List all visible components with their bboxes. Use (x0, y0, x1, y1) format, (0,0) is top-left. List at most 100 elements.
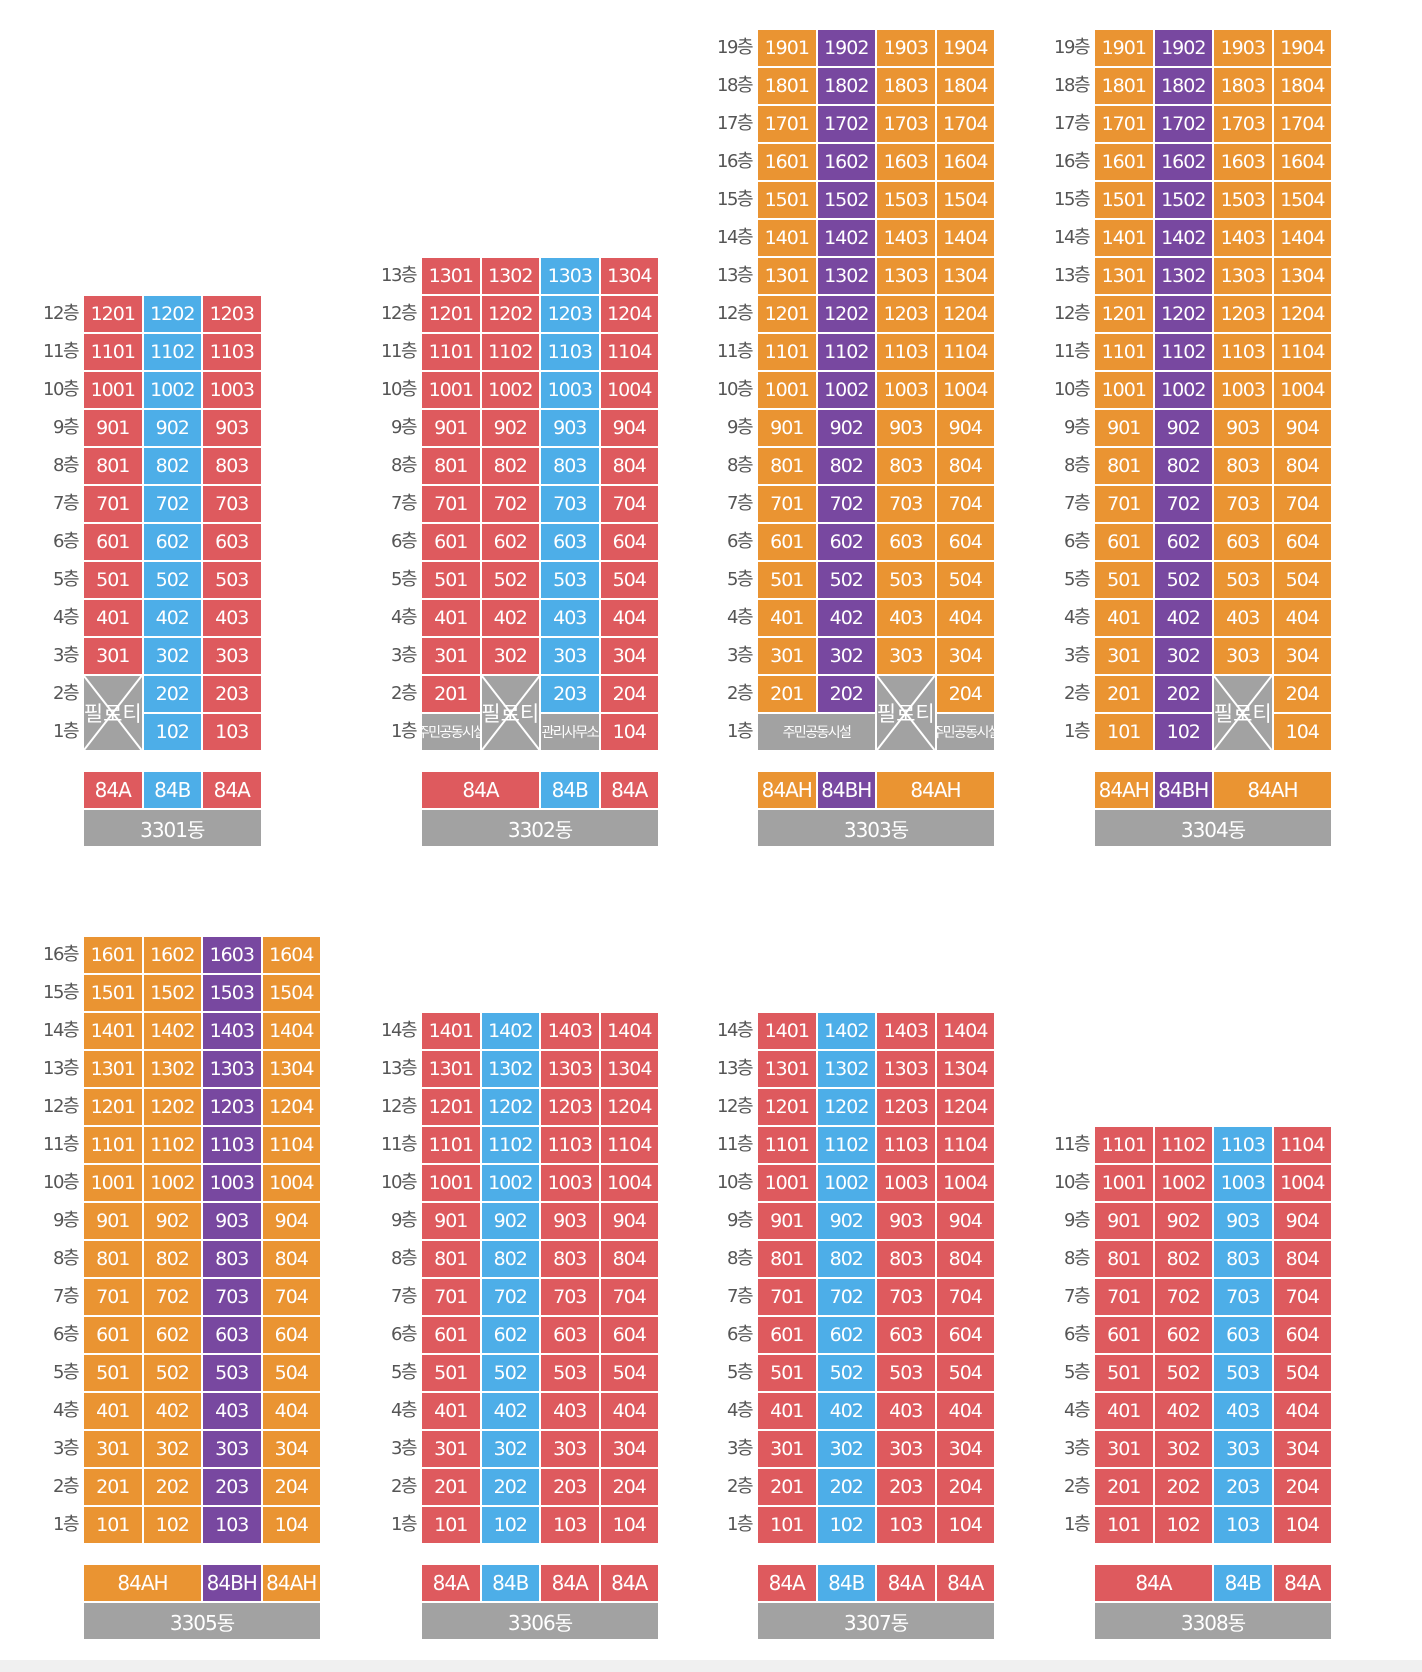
unit-cell[interactable]: 704 (1273, 1279, 1333, 1317)
unit-cell[interactable]: 802 (1154, 448, 1214, 486)
unit-cell[interactable]: 301 (84, 1431, 144, 1469)
unit-cell[interactable]: 102 (1154, 714, 1214, 752)
unit-cell[interactable]: 1401 (84, 1013, 144, 1051)
unit-cell[interactable]: 1603 (203, 937, 263, 975)
unit-cell[interactable]: 503 (1214, 1355, 1274, 1393)
unit-cell[interactable]: 504 (1273, 562, 1333, 600)
unit-cell[interactable]: 401 (1095, 1393, 1155, 1431)
unit-cell[interactable]: 802 (143, 1241, 203, 1279)
unit-cell[interactable]: 502 (817, 1355, 877, 1393)
unit-cell[interactable]: 801 (84, 448, 144, 486)
unit-cell[interactable]: 104 (936, 1507, 996, 1545)
unit-cell[interactable]: 501 (1095, 562, 1155, 600)
unit-cell[interactable]: 803 (203, 448, 263, 486)
unit-cell[interactable]: 804 (600, 448, 660, 486)
unit-cell[interactable]: 304 (1273, 1431, 1333, 1469)
unit-cell[interactable]: 603 (203, 524, 263, 562)
unit-cell[interactable]: 901 (758, 1203, 818, 1241)
unit-cell[interactable]: 1403 (203, 1013, 263, 1051)
unit-cell[interactable]: 1301 (758, 258, 818, 296)
unit-cell[interactable]: 702 (817, 1279, 877, 1317)
unit-cell[interactable]: 304 (1273, 638, 1333, 676)
unit-cell[interactable]: 602 (143, 524, 203, 562)
unit-cell[interactable]: 1304 (1273, 258, 1333, 296)
unit-cell[interactable]: 301 (422, 638, 482, 676)
unit-cell[interactable]: 704 (936, 486, 996, 524)
unit-cell[interactable]: 1003 (541, 1165, 601, 1203)
unit-cell[interactable]: 1701 (1095, 106, 1155, 144)
unit-cell[interactable]: 1802 (1154, 68, 1214, 106)
unit-cell[interactable]: 402 (1154, 1393, 1214, 1431)
unit-cell[interactable]: 204 (1273, 1469, 1333, 1507)
unit-cell[interactable]: 1203 (203, 296, 263, 334)
unit-cell[interactable]: 1303 (1214, 258, 1274, 296)
unit-cell[interactable]: 903 (541, 410, 601, 448)
unit-cell[interactable]: 302 (1154, 638, 1214, 676)
unit-cell[interactable]: 802 (817, 448, 877, 486)
unit-cell[interactable]: 1204 (600, 296, 660, 334)
unit-cell[interactable]: 204 (936, 1469, 996, 1507)
unit-cell[interactable]: 1201 (422, 1089, 482, 1127)
unit-cell[interactable]: 1303 (877, 258, 937, 296)
unit-cell[interactable]: 904 (936, 410, 996, 448)
unit-cell[interactable]: 403 (203, 1393, 263, 1431)
unit-cell[interactable]: 1202 (817, 296, 877, 334)
unit-cell[interactable]: 304 (936, 1431, 996, 1469)
unit-cell[interactable]: 602 (817, 1317, 877, 1355)
unit-cell[interactable]: 303 (877, 638, 937, 676)
unit-cell[interactable]: 1604 (936, 144, 996, 182)
unit-cell[interactable]: 101 (1095, 1507, 1155, 1545)
unit-cell[interactable]: 1102 (817, 334, 877, 372)
unit-cell[interactable]: 701 (1095, 486, 1155, 524)
unit-cell[interactable]: 1002 (143, 372, 203, 410)
unit-cell[interactable]: 503 (541, 562, 601, 600)
unit-cell[interactable]: 1002 (1154, 372, 1214, 410)
unit-cell[interactable]: 403 (1214, 1393, 1274, 1431)
unit-cell[interactable]: 1202 (1154, 296, 1214, 334)
unit-cell[interactable]: 1604 (262, 937, 322, 975)
unit-cell[interactable]: 502 (1154, 562, 1214, 600)
unit-cell[interactable]: 1204 (936, 1089, 996, 1127)
unit-cell[interactable]: 703 (877, 486, 937, 524)
unit-cell[interactable]: 901 (1095, 410, 1155, 448)
unit-cell[interactable]: 401 (758, 1393, 818, 1431)
unit-cell[interactable]: 1301 (758, 1051, 818, 1089)
unit-cell[interactable]: 1001 (758, 372, 818, 410)
unit-cell[interactable]: 302 (481, 1431, 541, 1469)
unit-cell[interactable]: 1403 (541, 1013, 601, 1051)
unit-cell[interactable]: 303 (877, 1431, 937, 1469)
unit-cell[interactable]: 403 (541, 600, 601, 638)
unit-cell[interactable]: 502 (817, 562, 877, 600)
unit-cell[interactable]: 1101 (84, 334, 144, 372)
unit-cell[interactable]: 703 (541, 486, 601, 524)
unit-cell[interactable]: 1404 (262, 1013, 322, 1051)
unit-cell[interactable]: 703 (1214, 486, 1274, 524)
unit-cell[interactable]: 601 (758, 1317, 818, 1355)
unit-cell[interactable]: 1504 (936, 182, 996, 220)
unit-cell[interactable]: 1004 (1273, 372, 1333, 410)
unit-cell[interactable]: 1101 (1095, 334, 1155, 372)
unit-cell[interactable]: 301 (422, 1431, 482, 1469)
unit-cell[interactable]: 203 (1214, 1469, 1274, 1507)
unit-cell[interactable]: 1302 (481, 258, 541, 296)
unit-cell[interactable]: 1002 (143, 1165, 203, 1203)
unit-cell[interactable]: 901 (84, 410, 144, 448)
unit-cell[interactable]: 1103 (877, 1127, 937, 1165)
unit-cell[interactable]: 703 (877, 1279, 937, 1317)
unit-cell[interactable]: 1703 (1214, 106, 1274, 144)
unit-cell[interactable]: 403 (877, 600, 937, 638)
unit-cell[interactable]: 1004 (936, 372, 996, 410)
unit-cell[interactable]: 501 (758, 562, 818, 600)
unit-cell[interactable]: 202 (817, 1469, 877, 1507)
unit-cell[interactable]: 202 (817, 676, 877, 714)
unit-cell[interactable]: 802 (481, 1241, 541, 1279)
unit-cell[interactable]: 402 (1154, 600, 1214, 638)
unit-cell[interactable]: 602 (481, 1317, 541, 1355)
unit-cell[interactable]: 802 (1154, 1241, 1214, 1279)
unit-cell[interactable]: 201 (84, 1469, 144, 1507)
unit-cell[interactable]: 604 (262, 1317, 322, 1355)
unit-cell[interactable]: 502 (1154, 1355, 1214, 1393)
unit-cell[interactable]: 1402 (817, 1013, 877, 1051)
unit-cell[interactable]: 103 (877, 1507, 937, 1545)
unit-cell[interactable]: 604 (936, 524, 996, 562)
